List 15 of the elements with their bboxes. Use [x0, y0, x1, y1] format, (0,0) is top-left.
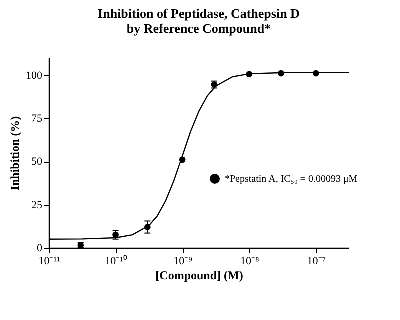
x-tick-label: 10⁻⁸	[240, 256, 260, 268]
x-tick-label: 10⁻¹¹	[38, 256, 60, 268]
y-axis-title: Inhibition (%)	[8, 116, 22, 191]
y-tick-label: 75	[32, 112, 43, 125]
legend-label: *Pepstatin A, IC₅₀ = 0.00093 μM	[225, 174, 358, 185]
x-tick-label: 10⁻¹⁰	[105, 254, 128, 268]
x-axis-title: [Compound] (M)	[156, 268, 244, 282]
y-tick-label: 25	[32, 199, 43, 212]
y-tick-label: 50	[32, 156, 43, 168]
x-tick-label: 10⁻⁹	[174, 256, 193, 268]
x-tick-label: 10⁻⁷	[307, 256, 326, 268]
text: Inhibition of Peptidase, Cathepsin D	[98, 6, 300, 21]
text: by Reference Compound*	[126, 21, 272, 36]
y-tick-label: 0	[37, 242, 43, 254]
y-tick-label: 100	[26, 70, 43, 82]
